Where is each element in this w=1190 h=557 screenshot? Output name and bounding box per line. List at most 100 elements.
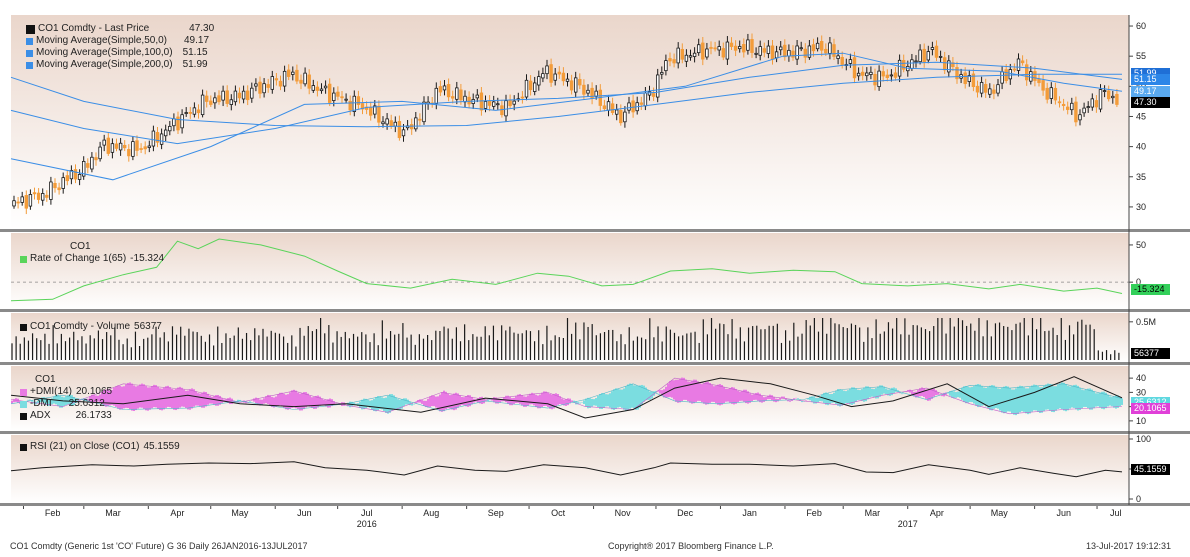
- dmi-fill-slice: [1059, 383, 1061, 409]
- dmi-fill-slice: [445, 391, 447, 410]
- dmi-fill-slice: [469, 395, 471, 407]
- dmi-fill-slice: [87, 398, 89, 401]
- dmi-fill-slice: [1051, 385, 1053, 412]
- dmi-fill-slice: [757, 392, 759, 401]
- dmi-fill-slice: [379, 396, 381, 410]
- legend-ma200-value: 51.99: [182, 59, 208, 70]
- dmi-fill-slice: [75, 398, 77, 404]
- legend-swatch-adx: [20, 412, 27, 420]
- legend-swatch-ma50: [26, 37, 33, 45]
- dmi-fill-slice: [181, 387, 183, 407]
- price-candle-body: [69, 170, 74, 180]
- footer-copyright: Copyright® 2017 Bloomberg Finance L.P.: [608, 541, 774, 551]
- dmi-fill-slice: [815, 397, 817, 404]
- dmi-fill-slice: [451, 394, 453, 410]
- tag-rsi: 45.1559: [1131, 464, 1170, 475]
- price-candle-body: [241, 90, 246, 100]
- dmi-fill-slice: [479, 396, 481, 404]
- price-candle-body: [869, 71, 873, 75]
- dmi-fill-slice: [103, 390, 105, 406]
- price-candle-body: [229, 99, 233, 105]
- dmi-fill-slice: [995, 387, 997, 409]
- dmi-fill-slice: [307, 393, 309, 407]
- dmi-axis-tick-label: 40: [1136, 373, 1146, 383]
- price-candle-body: [475, 94, 479, 99]
- dmi-fill-slice: [511, 398, 513, 406]
- dmi-fill-slice: [111, 390, 113, 405]
- dmi-fill-slice: [849, 388, 851, 405]
- dmi-fill-slice: [673, 380, 675, 400]
- dmi-fill-slice: [567, 398, 569, 406]
- dmi-fill-slice: [367, 399, 369, 408]
- dmi-fill-slice: [701, 384, 703, 403]
- dmi-fill-slice: [917, 390, 919, 398]
- price-candle-body: [422, 101, 426, 123]
- dmi-fill-slice: [981, 386, 983, 406]
- price-candle-body: [688, 55, 693, 58]
- price-candle-body: [1078, 114, 1082, 121]
- price-candle-body: [840, 57, 844, 65]
- price-candle-body: [1008, 69, 1012, 80]
- price-candle-body: [110, 143, 115, 153]
- dmi-fill-slice: [545, 391, 547, 406]
- price-candle-body: [1090, 98, 1094, 108]
- price-candle-body: [943, 57, 947, 71]
- dmi-fill-slice: [329, 398, 331, 408]
- price-candle-body: [774, 51, 779, 59]
- dmi-fill-slice: [457, 393, 459, 408]
- dmi-fill-slice: [713, 386, 715, 402]
- price-candle-body: [852, 57, 857, 79]
- x-axis-month-label: Feb: [45, 508, 61, 518]
- dmi-fill-slice: [83, 398, 85, 401]
- price-candle-body: [12, 200, 16, 207]
- dmi-fill-slice: [119, 385, 121, 410]
- dmi-fill-slice: [287, 394, 289, 410]
- dmi-fill-slice: [811, 396, 813, 403]
- price-candle-body: [1029, 71, 1033, 82]
- price-candle-body: [828, 42, 832, 54]
- price-candle-body: [73, 169, 78, 180]
- price-candle-body: [848, 59, 853, 64]
- dmi-fill-slice: [741, 390, 743, 401]
- dmi-fill-slice: [43, 397, 45, 403]
- price-candle-body: [746, 39, 750, 51]
- dmi-fill-slice: [481, 396, 483, 404]
- dmi-fill-slice: [687, 381, 689, 402]
- roc-axis-tick-label: 0: [1136, 277, 1141, 287]
- dmi-fill-slice: [711, 385, 713, 402]
- dmi-fill-slice: [1111, 397, 1113, 407]
- dmi-fill-slice: [89, 396, 91, 403]
- price-candle-body: [541, 73, 545, 79]
- legend-ma50-label: Moving Average(Simple,50,0): [36, 35, 167, 46]
- dmi-fill-slice: [689, 381, 691, 403]
- dmi-fill-slice: [269, 395, 271, 406]
- price-candle-body: [889, 74, 894, 77]
- legend-ma100-value: 51.15: [182, 47, 208, 58]
- dmi-fill-slice: [253, 398, 255, 402]
- price-candle-body: [738, 46, 742, 50]
- footer-security-description: CO1 Comdty (Generic 1st 'CO' Future) G 3…: [10, 541, 308, 551]
- price-candle-body: [455, 87, 459, 100]
- panel-separator-bottom: [0, 503, 1190, 506]
- price-candle-body: [504, 100, 508, 117]
- price-candle-body: [918, 49, 922, 63]
- price-candle-body: [721, 48, 725, 58]
- price-candle-body: [196, 109, 201, 114]
- dmi-fill-slice: [207, 393, 209, 405]
- dmi-fill-slice: [691, 380, 693, 404]
- price-candle-body: [914, 60, 918, 63]
- price-candle-body: [1082, 107, 1086, 114]
- dmi-fill-slice: [853, 387, 855, 404]
- dmi-fill-slice: [381, 397, 383, 410]
- dmi-fill-slice: [737, 390, 739, 403]
- x-axis-month-label: Jul: [361, 508, 373, 518]
- dmi-fill-slice: [627, 384, 629, 411]
- dmi-fill-slice: [95, 395, 97, 403]
- dmi-fill-slice: [353, 402, 355, 406]
- dmi-fill-slice: [783, 396, 785, 399]
- dmi-axis-tick-label: 10: [1136, 416, 1146, 426]
- price-axis-tick-label: 30: [1136, 202, 1146, 212]
- dmi-fill-slice: [763, 397, 765, 402]
- dmi-fill-slice: [859, 390, 861, 400]
- dmi-fill-slice: [439, 394, 441, 412]
